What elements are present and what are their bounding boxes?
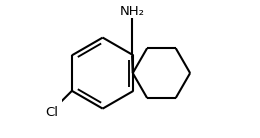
Text: NH₂: NH₂ — [120, 5, 145, 18]
Text: Cl: Cl — [45, 106, 58, 119]
